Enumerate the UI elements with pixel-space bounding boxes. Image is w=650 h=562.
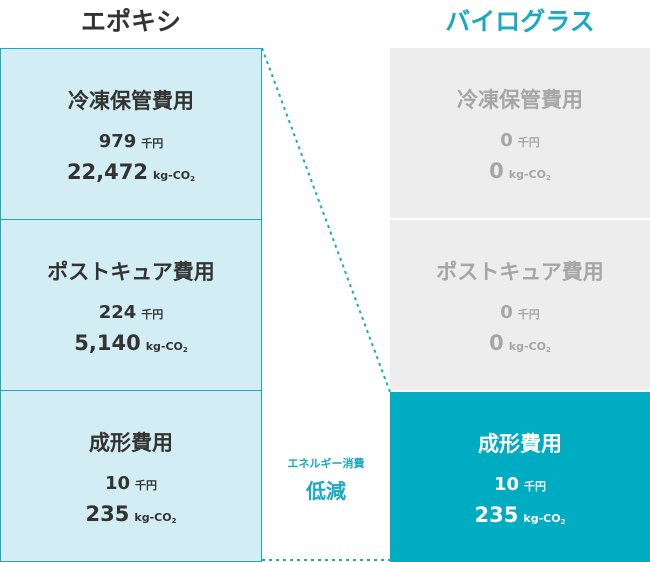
co2-value: 5,140 xyxy=(74,330,141,355)
co2-line: 0 kg-CO2 xyxy=(489,331,551,355)
epoxy-post-cure-cell: ポストキュア費用 224 千円 5,140 kg-CO2 xyxy=(0,219,262,391)
byloglass-post-cure-cell: ポストキュア費用 0 千円 0 kg-CO2 xyxy=(390,220,650,390)
cost-value: 10 xyxy=(104,472,131,494)
co2-value: 235 xyxy=(85,501,130,526)
cell-title: ポストキュア費用 xyxy=(47,259,215,284)
cell-title: 成形費用 xyxy=(478,431,562,456)
co2-line: 0 kg-CO2 xyxy=(489,159,551,183)
co2-line: 235 kg-CO2 xyxy=(475,503,566,527)
cost-line: 0 千円 xyxy=(500,130,540,151)
cost-line: 0 千円 xyxy=(500,302,540,323)
cost-line: 979 千円 xyxy=(99,131,164,152)
cost-value: 979 xyxy=(98,130,137,152)
cell-title: 冷凍保管費用 xyxy=(457,87,583,112)
byloglass-column-title: バイログラス xyxy=(445,7,595,36)
co2-value: 0 xyxy=(489,158,504,183)
cost-unit: 千円 xyxy=(517,307,540,321)
epoxy-column-title: エポキシ xyxy=(80,7,181,36)
co2-unit: kg-CO2 xyxy=(508,339,551,354)
co2-unit: kg-CO2 xyxy=(523,511,566,526)
byloglass-frozen-storage-cell: 冷凍保管費用 0 千円 0 kg-CO2 xyxy=(390,48,650,218)
cell-title: 冷凍保管費用 xyxy=(68,88,194,113)
co2-line: 235 kg-CO2 xyxy=(86,502,177,526)
cost-line: 10 千円 xyxy=(105,473,157,494)
co2-value: 0 xyxy=(489,330,504,355)
co2-value: 22,472 xyxy=(66,159,148,184)
co2-unit: kg-CO2 xyxy=(152,168,196,183)
cost-unit: 千円 xyxy=(141,307,164,321)
diagonal-dashed-line xyxy=(261,47,391,393)
cell-title: 成形費用 xyxy=(89,430,173,455)
co2-unit: kg-CO2 xyxy=(145,339,188,354)
reduction-text: 低減 xyxy=(306,479,346,503)
cost-line: 224 千円 xyxy=(99,302,164,323)
cost-value: 0 xyxy=(500,129,513,151)
co2-line: 22,472 kg-CO2 xyxy=(67,160,195,184)
cost-value: 224 xyxy=(98,301,137,323)
co2-unit: kg-CO2 xyxy=(508,167,551,182)
cost-unit: 千円 xyxy=(135,478,158,492)
co2-line: 5,140 kg-CO2 xyxy=(74,331,188,355)
epoxy-molding-cell: 成形費用 10 千円 235 kg-CO2 xyxy=(0,390,262,562)
co2-value: 235 xyxy=(474,502,519,527)
byloglass-molding-cell: 成形費用 10 千円 235 kg-CO2 xyxy=(390,392,650,562)
cost-value: 0 xyxy=(500,301,513,323)
cost-line: 10 千円 xyxy=(494,474,546,495)
cost-unit: 千円 xyxy=(141,136,164,150)
cost-unit: 千円 xyxy=(524,479,547,493)
energy-consumption-text: エネルギー消費 xyxy=(287,457,365,470)
co2-unit: kg-CO2 xyxy=(134,510,177,525)
energy-reduction-label: エネルギー消費 低減 xyxy=(262,455,390,504)
epoxy-frozen-storage-cell: 冷凍保管費用 979 千円 22,472 kg-CO2 xyxy=(0,48,262,220)
cell-title: ポストキュア費用 xyxy=(436,259,604,284)
cost-value: 10 xyxy=(493,473,520,495)
cost-unit: 千円 xyxy=(517,135,540,149)
